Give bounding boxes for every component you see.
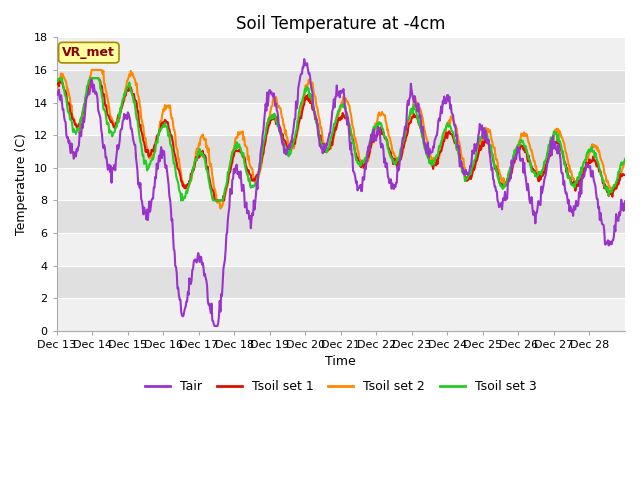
Tsoil set 3	[621, 156, 629, 162]
Tsoil set 3	[225, 165, 233, 170]
Tsoil set 3	[53, 77, 61, 83]
Bar	[57, 103, 625, 135]
Tsoil set 1	[433, 157, 441, 163]
Tsoil set 1	[211, 197, 219, 203]
Bar	[57, 200, 625, 233]
Legend: Tair, Tsoil set 1, Tsoil set 2, Tsoil set 3: Tair, Tsoil set 1, Tsoil set 2, Tsoil se…	[140, 375, 542, 398]
Tair	[433, 132, 441, 138]
Tsoil set 2	[433, 160, 441, 166]
Bar	[57, 70, 625, 103]
Tsoil set 2	[401, 137, 409, 143]
Tsoil set 1	[253, 171, 261, 177]
Line: Tsoil set 1: Tsoil set 1	[57, 78, 625, 200]
Line: Tsoil set 3: Tsoil set 3	[57, 78, 625, 200]
Tsoil set 1	[621, 172, 629, 178]
Tair	[621, 198, 629, 204]
Tair	[275, 115, 282, 120]
Bar	[57, 233, 625, 265]
Tsoil set 3	[253, 175, 261, 181]
Tsoil set 1	[53, 78, 61, 84]
Tair	[401, 124, 409, 130]
Title: Soil Temperature at -4cm: Soil Temperature at -4cm	[236, 15, 445, 33]
Bar	[57, 298, 625, 331]
Tsoil set 2	[120, 98, 128, 104]
Tsoil set 1	[401, 138, 409, 144]
Tair	[53, 89, 61, 95]
Tsoil set 1	[120, 96, 128, 102]
Tsoil set 2	[621, 158, 629, 164]
Tair	[253, 180, 260, 186]
Text: VR_met: VR_met	[62, 46, 115, 59]
Tsoil set 2	[225, 168, 233, 174]
Tsoil set 3	[86, 75, 94, 81]
Tsoil set 1	[225, 170, 233, 176]
Tair	[120, 117, 127, 123]
Tsoil set 1	[275, 122, 283, 128]
Tsoil set 3	[433, 152, 441, 158]
Tsoil set 3	[177, 197, 185, 203]
Bar	[57, 135, 625, 168]
Bar	[57, 265, 625, 298]
Tair	[211, 323, 218, 329]
Line: Tsoil set 2: Tsoil set 2	[57, 70, 625, 208]
Tsoil set 3	[120, 91, 128, 97]
Y-axis label: Temperature (C): Temperature (C)	[15, 133, 28, 235]
Tsoil set 3	[401, 131, 409, 137]
Tsoil set 2	[253, 178, 261, 183]
Tsoil set 2	[275, 103, 283, 109]
X-axis label: Time: Time	[326, 355, 356, 369]
Tsoil set 1	[87, 75, 95, 81]
Tsoil set 2	[53, 85, 61, 91]
Tsoil set 2	[216, 205, 224, 211]
Tsoil set 3	[275, 126, 283, 132]
Bar	[57, 37, 625, 70]
Tair	[300, 56, 308, 62]
Tair	[225, 210, 232, 216]
Line: Tair: Tair	[57, 59, 625, 326]
Bar	[57, 168, 625, 200]
Tsoil set 2	[88, 67, 95, 73]
